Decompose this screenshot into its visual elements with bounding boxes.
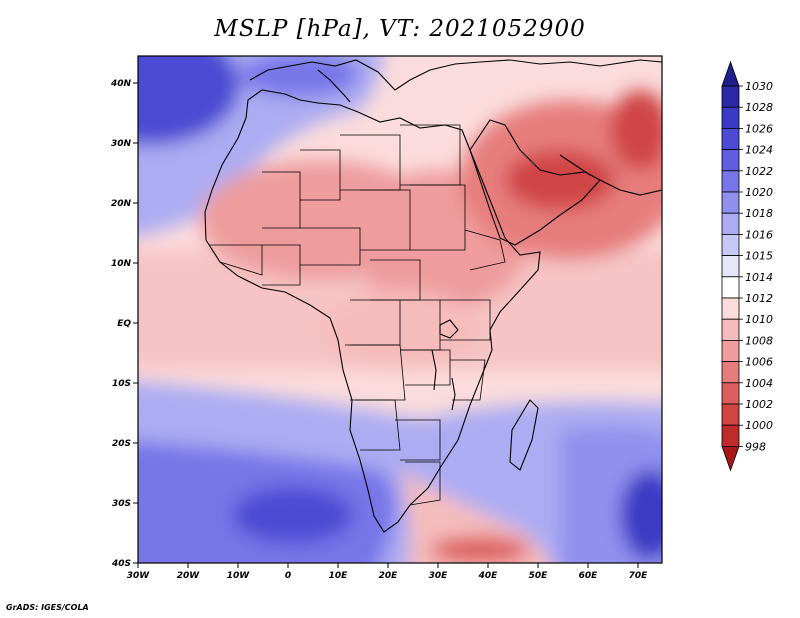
lon-tick-label: 10W	[227, 571, 251, 581]
colorbar-bottom-triangle	[721, 445, 740, 472]
lat-tick-label: 10N	[111, 259, 132, 269]
colorbar-box	[721, 297, 740, 320]
colorbar-label: 1010	[745, 313, 773, 326]
longitude-axis: 30W 20W 10W 0 10E 20E 30E 40E 50E 60E 70E	[127, 563, 648, 581]
pressure-field	[138, 56, 662, 563]
field-southern-low-core	[430, 536, 530, 563]
lon-tick-label: 60E	[579, 571, 599, 581]
field-south-atlantic-high	[233, 487, 353, 543]
lat-tick-label: 30S	[112, 499, 131, 509]
latitude-axis: 40N 30N 20N 10N EQ 10S 20S 30S 40S	[110, 79, 138, 569]
lat-tick-label: 10S	[112, 379, 131, 389]
colorbar-box	[721, 424, 740, 447]
colorbar-label: 1028	[745, 101, 773, 114]
lat-tick-label: 30N	[111, 139, 132, 149]
colorbar-label: 1026	[745, 122, 773, 135]
lon-tick-label: 30E	[429, 571, 449, 581]
madagascar-coastline	[509, 399, 539, 471]
lon-tick-label: 20E	[379, 571, 399, 581]
europe-coastline	[249, 59, 662, 91]
colorbar-box	[721, 339, 740, 362]
lon-tick-label: 50E	[529, 571, 549, 581]
grads-credit: GrADS: IGES/COLA	[6, 603, 89, 612]
lat-tick-label: 20S	[112, 439, 131, 449]
colorbar-box	[721, 361, 740, 384]
colorbar-box	[721, 255, 740, 278]
lon-tick-label: 40E	[478, 571, 499, 581]
lat-tick-label: 40S	[111, 559, 131, 569]
colorbar-box	[721, 403, 740, 426]
italy-coastline	[317, 69, 351, 103]
colorbar-label: 1008	[745, 334, 773, 347]
colorbar-box	[721, 170, 740, 193]
africa-coastline	[204, 89, 541, 533]
lat-tick-label: 20N	[111, 199, 132, 209]
field-arabian-heat-low	[505, 150, 615, 210]
colorbar-label: 1002	[745, 398, 773, 411]
lake-malawi	[451, 377, 456, 411]
colorbar-label: 1018	[745, 207, 773, 220]
colorbar-box	[721, 382, 740, 405]
colorbar-label: 1016	[745, 228, 773, 241]
colorbar-box	[721, 233, 740, 256]
colorbar-label: 1006	[745, 356, 773, 369]
colorbar-top-triangle	[721, 60, 740, 87]
colorbar-label: 1000	[745, 419, 773, 432]
field-mediterranean	[240, 56, 360, 97]
colorbar-box	[721, 276, 740, 299]
lon-tick-label: 10E	[329, 571, 349, 581]
lon-tick-label: 0	[285, 571, 291, 581]
lat-tick-label: EQ	[117, 319, 131, 329]
country-borders	[210, 124, 506, 506]
colorbar: 1030 1028 1026 1024 1022 1020 1018 1016 1015 1014…	[721, 60, 773, 472]
colorbar-label: 1024	[745, 144, 773, 157]
colorbar-label: 1004	[745, 377, 773, 390]
colorbar-label: 1022	[745, 165, 773, 178]
colorbar-box	[721, 85, 740, 108]
field-iran-low	[610, 90, 662, 170]
field-azores-high	[138, 56, 240, 145]
colorbar-label: 1030	[745, 80, 773, 93]
lon-tick-label: 30W	[127, 571, 151, 581]
colorbar-label: 1014	[745, 271, 773, 284]
colorbar-label: 1012	[745, 292, 773, 305]
colorbar-box	[721, 149, 740, 172]
colorbar-label: 1020	[745, 186, 773, 199]
colorbar-box	[721, 318, 740, 341]
map-title: MSLP [hPa], VT: 2021052900	[214, 16, 586, 42]
colorbar-label: 998	[745, 440, 766, 453]
lon-tick-label: 20W	[177, 571, 201, 581]
asia-coastline	[599, 179, 662, 196]
colorbar-box	[721, 191, 740, 214]
colorbar-box	[721, 127, 740, 150]
plot-frame	[137, 55, 663, 564]
colorbar-box	[721, 106, 740, 129]
lon-tick-label: 70E	[629, 571, 649, 581]
lat-tick-label: 40N	[110, 79, 132, 89]
colorbar-box	[721, 212, 740, 235]
colorbar-label: 1015	[745, 250, 773, 263]
coastlines	[204, 59, 662, 533]
lake-tanganyika	[431, 349, 437, 391]
persian-gulf	[559, 154, 591, 176]
field-indian-high	[620, 470, 662, 560]
